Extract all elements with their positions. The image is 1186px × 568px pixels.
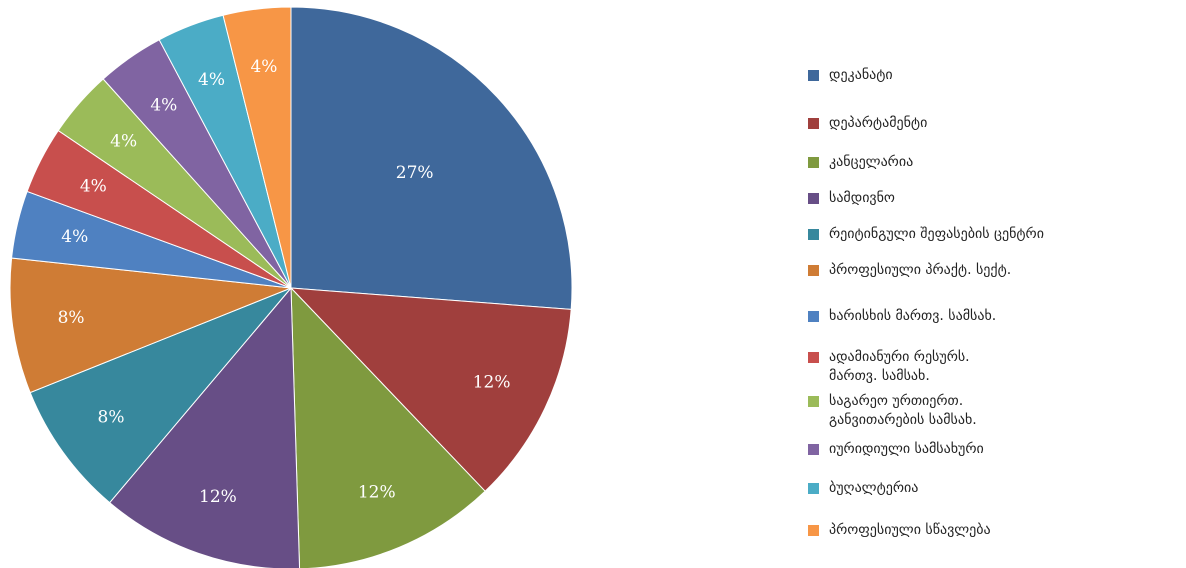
legend-label: დეკანატი: [829, 67, 893, 83]
data-label: 4%: [250, 57, 277, 77]
legend-swatch: [808, 229, 819, 240]
legend-swatch: [808, 265, 819, 276]
data-label: 12%: [199, 487, 237, 507]
data-label: 4%: [61, 227, 88, 247]
data-label: 4%: [198, 70, 225, 90]
data-label: 4%: [110, 132, 137, 152]
data-label: 12%: [358, 482, 396, 502]
legend-label: პროფესიული პრაქტ. სექტ.: [829, 262, 1012, 278]
legend-label: პროფესიული სწავლება: [829, 522, 991, 538]
legend-label: საგარეო ურთიერთ. განვითარების სამსახ.: [829, 393, 977, 428]
legend-item: საგარეო ურთიერთ. განვითარების სამსახ.: [808, 392, 977, 430]
legend-item: დეპარტამენტი: [808, 114, 927, 133]
pie-slice: [108, 286, 301, 568]
legend-item: პროფესიული პრაქტ. სექტ.: [808, 261, 1011, 280]
legend-label: რეიტინგული შეფასების ცენტრი: [829, 226, 1044, 242]
legend: დეკანატი დეპარტამენტი კანცელარია სამდივნო რე…: [808, 0, 1186, 568]
legend-swatch: [808, 70, 819, 81]
pie-slice: [9, 257, 292, 394]
data-label: 8%: [98, 407, 125, 427]
pie-slice: [289, 287, 572, 492]
legend-item: კანცელარია: [808, 153, 913, 172]
legend-item: პროფესიული სწავლება: [808, 521, 991, 540]
legend-swatch: [808, 525, 819, 536]
legend-item: ხარისხის მართვ. სამსახ.: [808, 307, 996, 326]
data-label: 8%: [58, 308, 85, 328]
legend-label: კანცელარია: [829, 154, 914, 170]
legend-swatch: [808, 311, 819, 322]
legend-swatch: [808, 396, 819, 407]
legend-label: ხარისხის მართვ. სამსახ.: [829, 308, 997, 324]
pie: 27% 12% 12% 12% 8% 8% 4% 4% 4% 4% 4% 4%: [9, 6, 573, 568]
data-label: 4%: [80, 176, 107, 196]
legend-label: ბუღალტერია: [829, 480, 919, 496]
pie-slice: [290, 6, 573, 310]
legend-label: სამდივნო: [829, 190, 895, 206]
legend-label: დეპარტამენტი: [829, 115, 928, 131]
legend-swatch: [808, 157, 819, 168]
data-label: 27%: [396, 163, 434, 183]
pie-slice: [29, 287, 292, 504]
legend-swatch: [808, 483, 819, 494]
legend-item: სამდივნო: [808, 189, 895, 208]
legend-item: იურიდიული სამსახური: [808, 440, 984, 459]
legend-swatch: [808, 193, 819, 204]
legend-item: ბუღალტერია: [808, 479, 918, 498]
legend-item: ადამიანური რესურს. მართვ. სამსახ.: [808, 348, 970, 386]
legend-swatch: [808, 352, 819, 363]
legend-label: იურიდიული სამსახური: [829, 441, 984, 457]
legend-swatch: [808, 444, 819, 455]
legend-item: რეიტინგული შეფასების ცენტრი: [808, 225, 1044, 244]
pie-slice: [222, 6, 292, 289]
legend-label: ადამიანური რესურს. მართვ. სამსახ.: [829, 349, 970, 384]
legend-swatch: [808, 118, 819, 129]
data-label: 12%: [473, 373, 511, 393]
legend-item: დეკანატი: [808, 66, 893, 85]
data-label: 4%: [150, 96, 177, 116]
